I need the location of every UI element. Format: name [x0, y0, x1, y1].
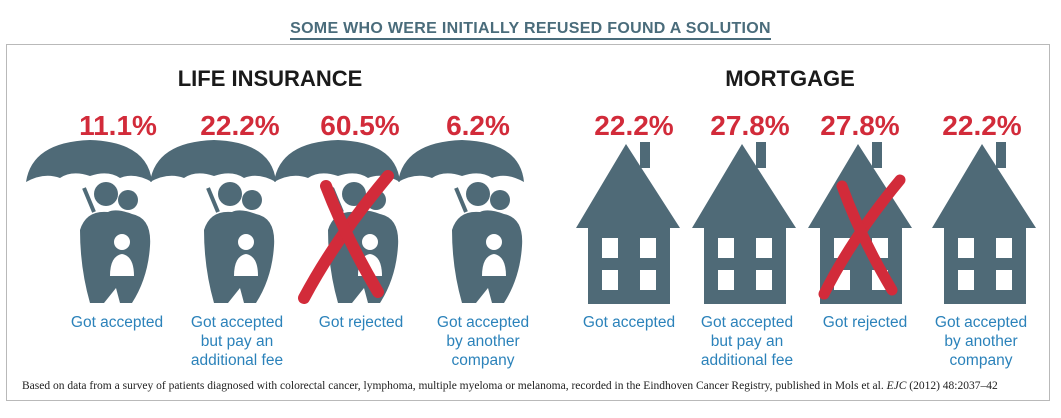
mortgage-pct-extra-fee: 27.8%: [710, 110, 790, 141]
mortgage-pct-accepted: 22.2%: [594, 110, 674, 141]
life-insurance-title: LIFE INSURANCE: [177, 66, 363, 91]
umbrella-family-icon: [398, 140, 524, 303]
life-pct-rejected: 60.5%: [320, 110, 400, 141]
footnote-journal: EJC: [886, 380, 907, 392]
umbrella-family-icon: [150, 140, 276, 303]
footnote-text: Based on data from a survey of patients …: [22, 380, 884, 392]
life-pct-other-company: 6.2%: [446, 110, 510, 141]
footnote-citation: (2012) 48:2037–42: [909, 380, 998, 392]
life-label-other-company: Got accepted by another company: [436, 314, 530, 369]
mortgage-title: MORTGAGE: [725, 66, 855, 91]
life-label-extra-fee: Got accepted but pay an additional fee: [190, 314, 284, 369]
house-icon: [932, 142, 1036, 304]
life-pct-accepted: 11.1%: [79, 110, 157, 141]
umbrella-family-icon: [26, 140, 152, 303]
mortgage-label-accepted: Got accepted: [582, 314, 676, 331]
chart-title: SOME WHO WERE INITIALLY REFUSED FOUND A …: [0, 20, 1061, 40]
life-label-rejected: Got rejected: [318, 314, 404, 331]
house-icon: [576, 142, 680, 304]
mortgage-label-extra-fee: Got accepted but pay an additional fee: [700, 314, 794, 369]
footnote: Based on data from a survey of patients …: [22, 380, 1042, 392]
rejected-cross-icon: [298, 170, 394, 304]
chart-frame: [6, 44, 1050, 401]
house-icon: [692, 142, 796, 304]
mortgage-label-rejected: Got rejected: [822, 314, 908, 331]
life-label-accepted: Got accepted: [70, 314, 164, 331]
life-pct-extra-fee: 22.2%: [200, 110, 280, 141]
mortgage-label-other-company: Got accepted by another company: [934, 314, 1028, 369]
rejected-cross-icon: [818, 174, 906, 300]
mortgage-pct-rejected: 27.8%: [820, 110, 900, 141]
mortgage-pct-other-company: 22.2%: [942, 110, 1022, 141]
